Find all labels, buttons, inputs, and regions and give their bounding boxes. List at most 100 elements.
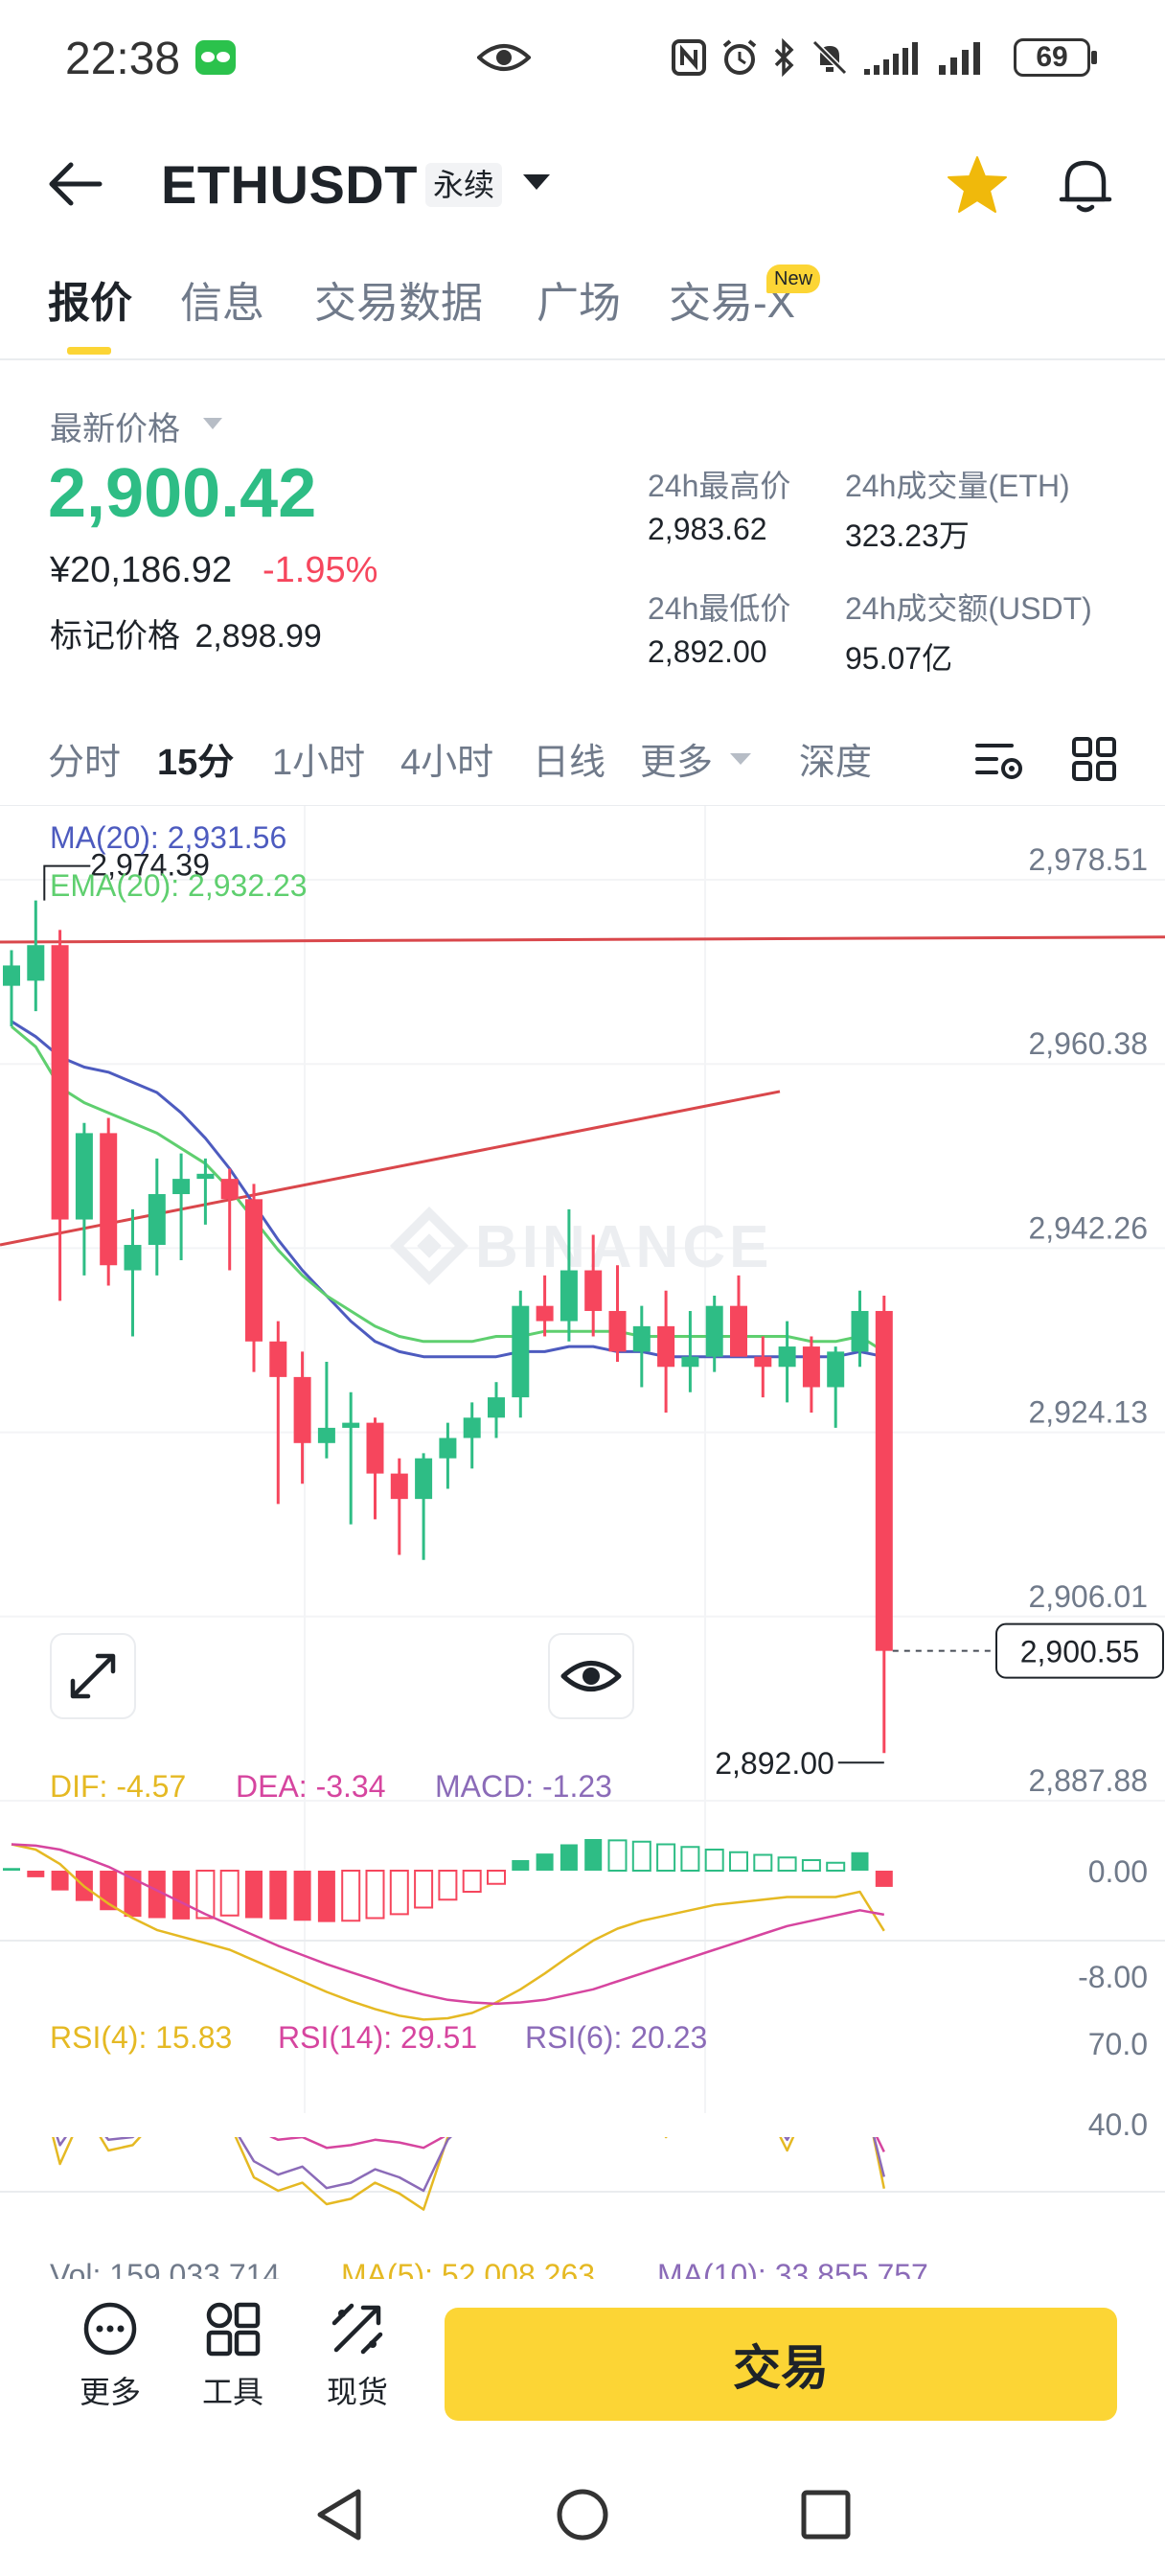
eye-icon <box>477 44 531 71</box>
macd-histogram-bar <box>536 1853 554 1871</box>
candle-body <box>342 1422 360 1428</box>
chevron-down-icon[interactable] <box>203 418 222 429</box>
macd-histogram-bar <box>851 1852 869 1871</box>
macd-histogram-bar <box>512 1860 530 1871</box>
high-marker-line <box>43 864 91 901</box>
tools-button[interactable]: 工具 <box>180 2300 286 2412</box>
vol-ma5-legend: MA(5): 52,008.263 <box>341 2258 596 2279</box>
battery-indicator: 69 <box>1014 38 1097 77</box>
mute-icon <box>811 39 848 76</box>
layout-grid-icon[interactable] <box>1071 736 1117 782</box>
more-button[interactable]: 更多 <box>57 2300 163 2412</box>
candle-body <box>269 1341 287 1377</box>
price-axis-label: 2,906.01 <box>1028 1579 1148 1614</box>
candle-body <box>51 945 69 1220</box>
interval-15m[interactable]: 15分 <box>157 743 235 783</box>
high-24h-value: 2,983.62 <box>648 512 767 546</box>
interval-selector: 分时 15分 1小时 4小时 日线 更多 深度 <box>0 732 1165 790</box>
rsi4-legend: RSI(4): 15.83 <box>50 2020 233 2055</box>
candle-body <box>536 1305 554 1322</box>
high-marker-label: 2,974.39 <box>90 848 210 883</box>
rsi14-legend: RSI(14): 29.51 <box>278 2020 478 2055</box>
low-marker-label: 2,892.00 <box>715 1746 834 1781</box>
mark-price-value: 2,898.99 <box>194 618 322 655</box>
turnover-24h-value: 95.07亿 <box>845 641 953 676</box>
macd-histogram-bar <box>293 1871 311 1921</box>
candle-body <box>3 965 20 986</box>
macd-histogram-bar <box>753 1853 773 1872</box>
volume-24h-value: 323.23万 <box>845 518 970 553</box>
candle-body <box>851 1310 869 1352</box>
candle-body <box>488 1397 505 1418</box>
tab-square[interactable]: 广场 <box>537 280 621 327</box>
rsi6-legend: RSI(6): 20.23 <box>525 2020 708 2055</box>
macd-histogram-bar <box>875 1871 893 1887</box>
candlestick-chart[interactable]: BINANCE 2,978.51 2,960.38 2,942.26 2,924.13… <box>0 805 1165 2271</box>
macd-histogram-bar <box>438 1870 458 1901</box>
spot-button[interactable]: 现货 <box>305 2300 410 2412</box>
candle-body <box>608 1310 627 1352</box>
status-bar: 22:38 69 <box>0 0 1165 115</box>
candle-body <box>390 1473 408 1500</box>
nav-home-icon[interactable] <box>554 2486 611 2543</box>
interval-1d[interactable]: 日线 <box>533 743 606 783</box>
candle-body <box>366 1422 384 1474</box>
interval-1h[interactable]: 1小时 <box>272 743 366 783</box>
nfc-icon <box>672 39 706 76</box>
chart-visibility-button[interactable] <box>548 1633 634 1719</box>
fullscreen-button[interactable] <box>50 1633 136 1719</box>
macd-histogram-bar <box>148 1871 166 1919</box>
rsi-axis-label: 40.0 <box>1088 2107 1148 2142</box>
macd-histogram-bar <box>777 1856 797 1872</box>
status-time: 22:38 <box>65 34 181 84</box>
signal-icon-1 <box>864 42 918 75</box>
pair-symbol[interactable]: ETHUSDT <box>161 154 418 215</box>
favorite-star-icon[interactable] <box>947 155 1008 215</box>
active-tab-indicator <box>67 347 111 355</box>
price-axis-label: 2,887.88 <box>1028 1763 1148 1798</box>
candle-body <box>196 1173 215 1180</box>
nav-back-icon[interactable] <box>312 2486 366 2543</box>
macd-histogram-bar <box>341 1870 361 1922</box>
macd-histogram-bar <box>269 1871 287 1920</box>
price-change-percent: -1.95% <box>263 550 378 590</box>
interval-4h[interactable]: 4小时 <box>400 743 494 783</box>
chevron-down-icon[interactable] <box>523 174 550 190</box>
macd-histogram-bar <box>195 1870 216 1920</box>
chart-settings-icon[interactable] <box>973 736 1025 786</box>
macd-histogram-bar <box>729 1851 748 1872</box>
high-24h-label: 24h最高价 <box>648 469 791 503</box>
tab-quote[interactable]: 报价 <box>48 280 132 327</box>
tools-label: 工具 <box>201 2375 263 2409</box>
spot-label: 现货 <box>326 2375 388 2409</box>
tab-trading-data[interactable]: 交易数据 <box>314 280 483 327</box>
dif-legend: DIF: -4.57 <box>50 1769 187 1804</box>
last-price: 2,900.42 <box>48 455 317 532</box>
mark-price: 标记价格 2,898.99 <box>50 610 322 656</box>
trade-button[interactable]: 交易 <box>445 2308 1117 2421</box>
volume-24h-label: 24h成交量(ETH) <box>845 469 1070 503</box>
ma20-legend: MA(20): 2,931.56 <box>50 820 287 855</box>
depth-tab[interactable]: 深度 <box>799 743 873 783</box>
candle-body <box>730 1305 747 1357</box>
expand-icon <box>70 1653 116 1699</box>
eye-icon <box>560 1661 622 1691</box>
chevron-down-icon[interactable] <box>730 753 751 765</box>
interval-time-share[interactable]: 分时 <box>48 743 122 783</box>
back-arrow-icon[interactable] <box>46 161 103 207</box>
rsi-lines <box>52 2137 886 2211</box>
candle-body <box>875 1310 893 1651</box>
candle-body <box>220 1179 239 1200</box>
svg-text:BINANCE: BINANCE <box>475 1214 772 1280</box>
candle-body <box>778 1346 796 1368</box>
last-price-label[interactable]: 最新价格 <box>50 411 180 448</box>
tab-info[interactable]: 信息 <box>180 280 264 327</box>
macd-histogram-bar <box>680 1846 700 1872</box>
alarm-icon <box>722 39 757 75</box>
nav-recents-icon[interactable] <box>799 2488 853 2542</box>
macd-histogram-bar <box>317 1871 335 1922</box>
bell-icon[interactable] <box>1058 155 1113 215</box>
candle-body <box>439 1438 457 1459</box>
ema20-legend: EMA(20): 2,932.23 <box>50 868 308 903</box>
interval-more[interactable]: 更多 <box>640 743 714 783</box>
